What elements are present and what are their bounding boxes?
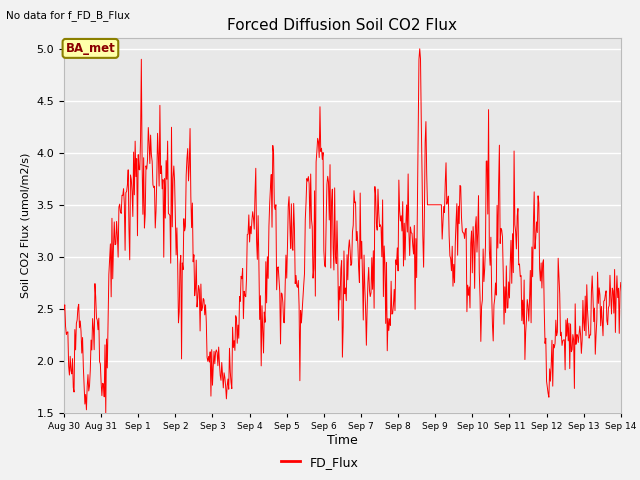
Text: No data for f_FD_B_Flux: No data for f_FD_B_Flux: [6, 10, 131, 21]
Y-axis label: Soil CO2 Flux (umol/m2/s): Soil CO2 Flux (umol/m2/s): [21, 153, 31, 298]
Legend: FD_Flux: FD_Flux: [276, 451, 364, 474]
Title: Forced Diffusion Soil CO2 Flux: Forced Diffusion Soil CO2 Flux: [227, 18, 458, 33]
X-axis label: Time: Time: [327, 433, 358, 446]
Text: BA_met: BA_met: [65, 42, 115, 55]
